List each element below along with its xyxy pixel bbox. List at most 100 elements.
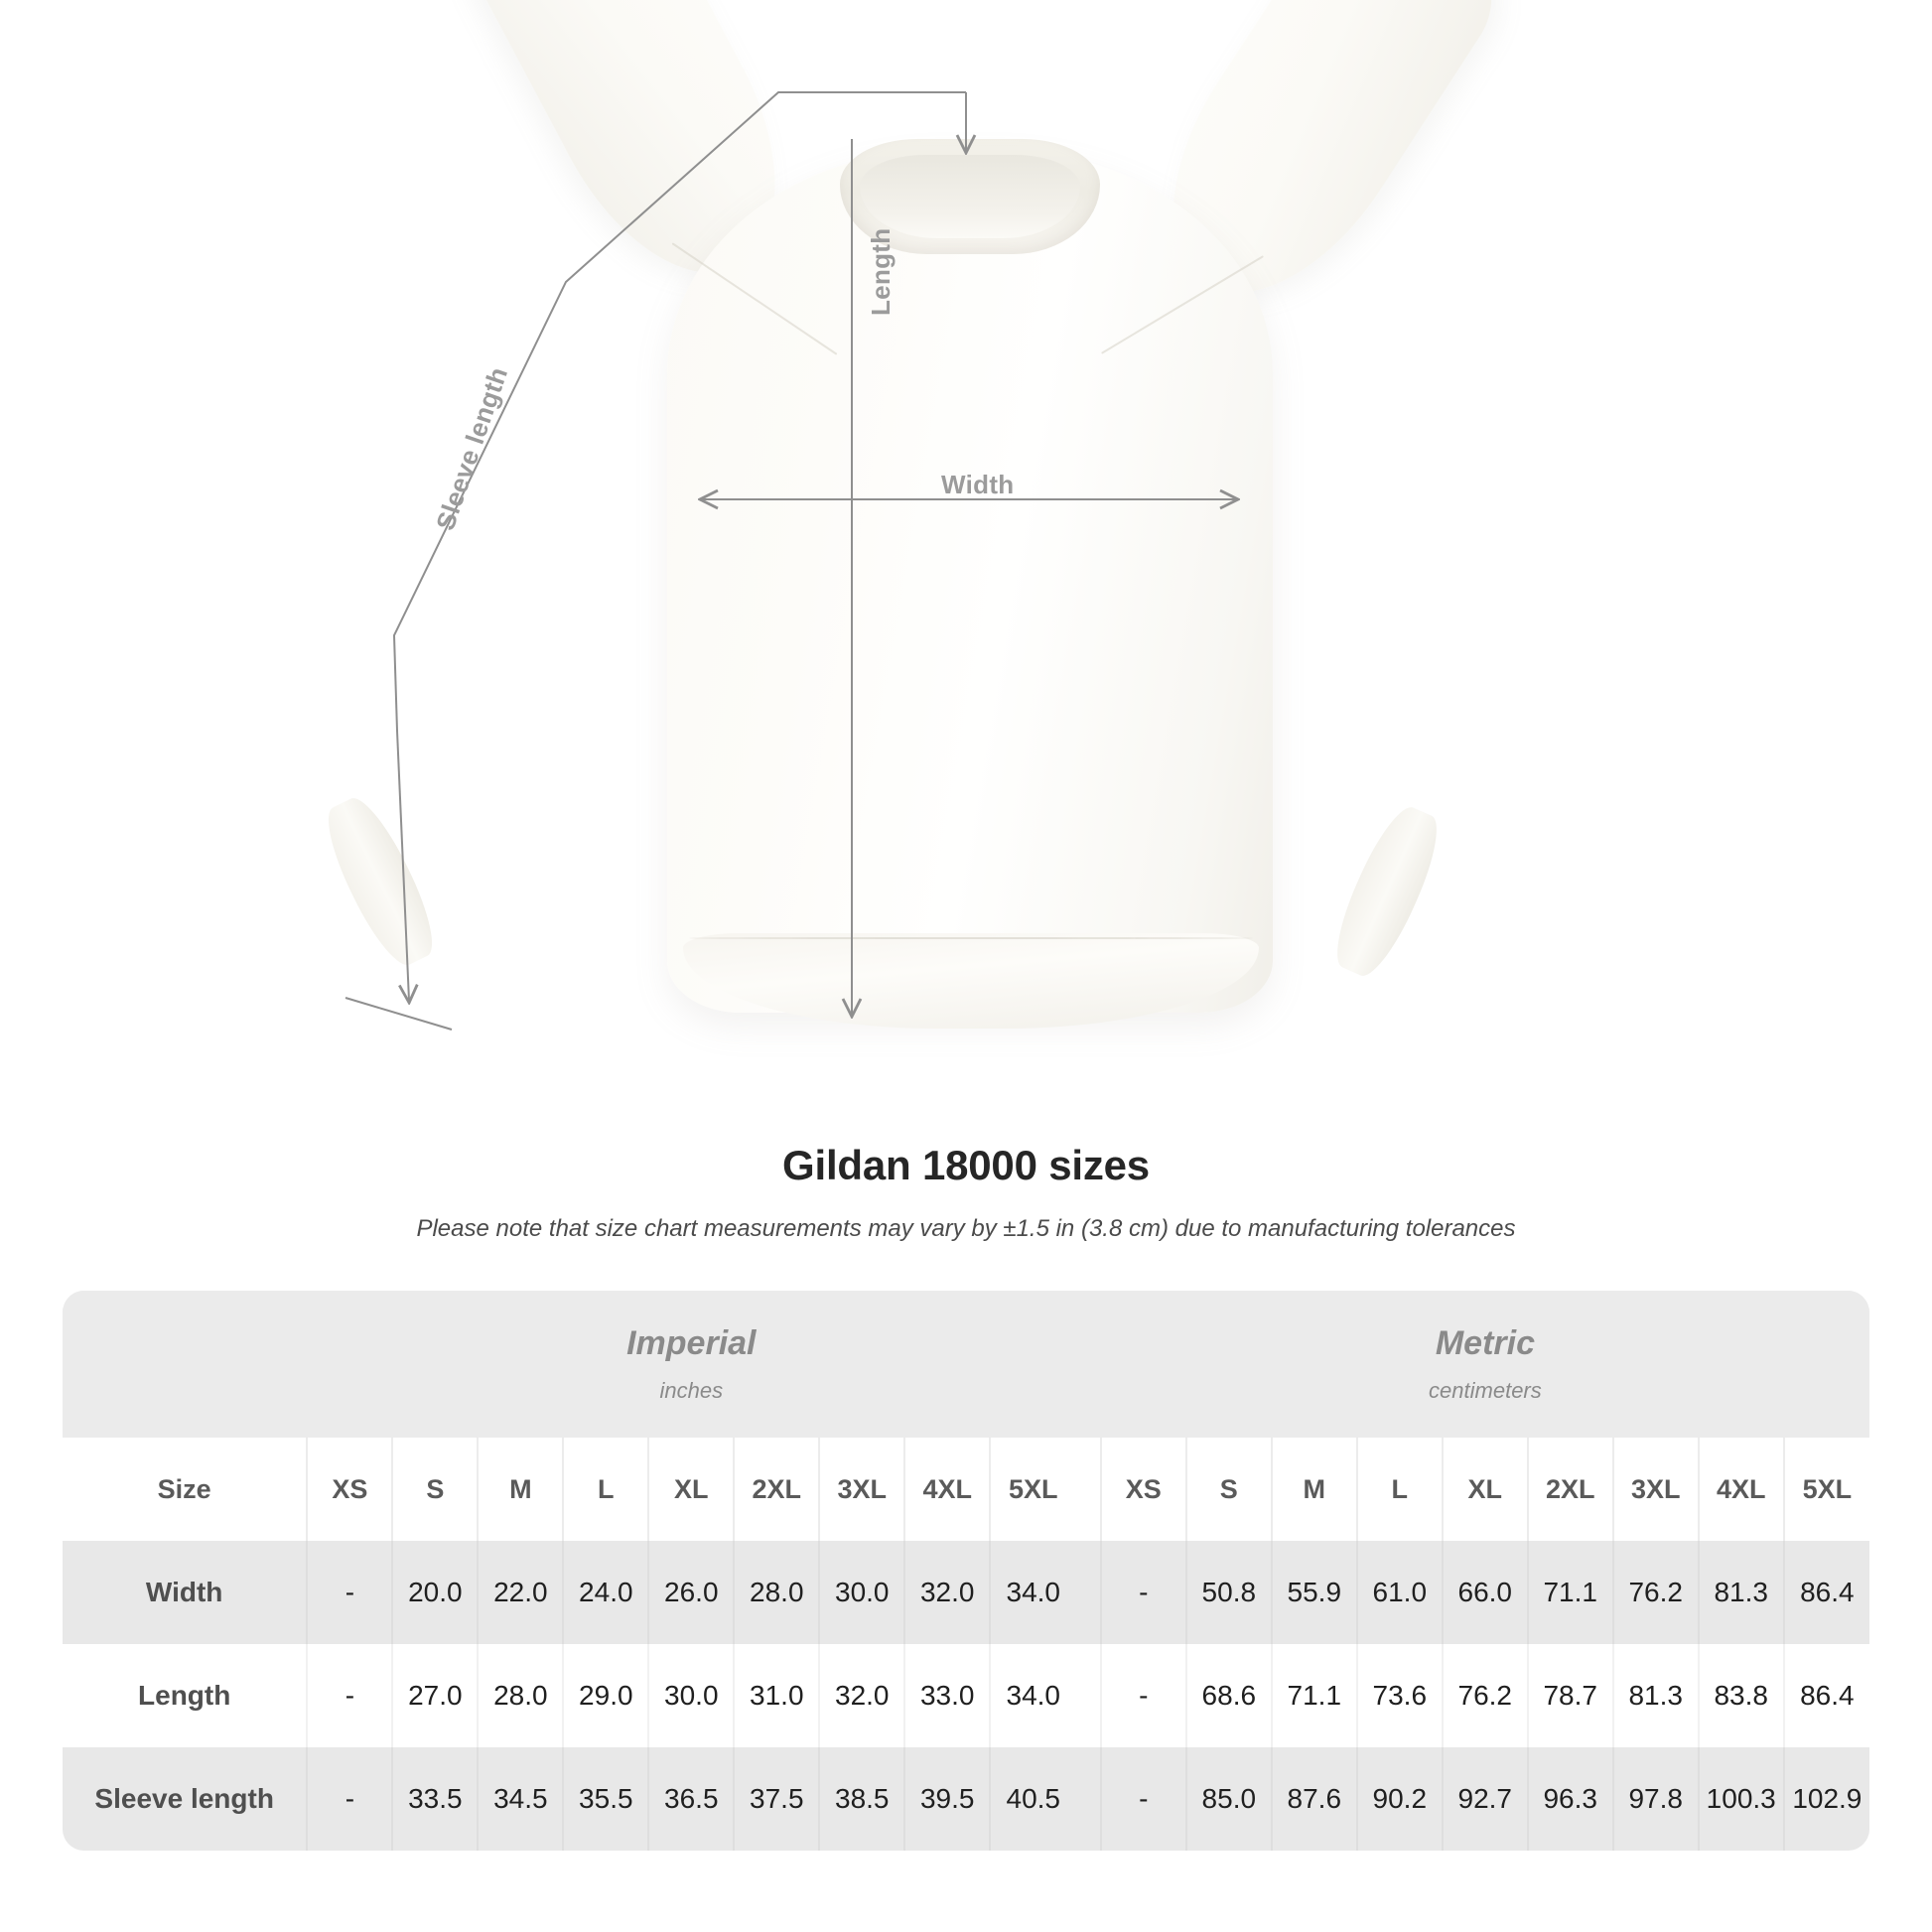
cell-metric-sleeve-length-4xl: 100.3 — [1697, 1747, 1784, 1851]
cell-metric-width-2xl: 71.1 — [1526, 1541, 1613, 1644]
sweatshirt-illustration — [314, 0, 1524, 1029]
garment-body — [667, 149, 1273, 1013]
size-chart-table: Imperial inches Metric centimeters Size XS S M L… — [63, 1291, 1869, 1851]
length-label: Length — [866, 227, 896, 316]
cell-imperial-length-s: 27.0 — [391, 1644, 479, 1747]
size-header-metric-l: L — [1355, 1438, 1443, 1541]
cell-imperial-length-3xl: 32.0 — [818, 1644, 905, 1747]
size-header-metric-4xl: 4XL — [1697, 1438, 1784, 1541]
unit-row-spacer — [63, 1291, 308, 1438]
table-row: Width -20.0 22.0 24.0 26.0 28.0 30.0 32.0 34.0-5… — [63, 1541, 1869, 1644]
cell-imperial-sleeve-length-l: 35.5 — [562, 1747, 649, 1851]
size-header-imperial-m: M — [477, 1438, 564, 1541]
size-header-imperial-4xl: 4XL — [903, 1438, 991, 1541]
unit-system-header-metric: Metric centimeters — [1100, 1291, 1869, 1438]
data-row-gap — [1075, 1541, 1101, 1644]
data-row-gap — [1075, 1644, 1101, 1747]
unit-system-unit: inches — [659, 1377, 724, 1403]
size-header-metric-2xl: 2XL — [1526, 1438, 1613, 1541]
size-header-metric-s: S — [1184, 1438, 1272, 1541]
tolerance-note: Please note that size chart measurements… — [416, 1215, 1516, 1242]
cuff-left — [314, 789, 447, 974]
cell-metric-width-l: 61.0 — [1355, 1541, 1443, 1644]
cell-metric-width-xl: 66.0 — [1441, 1541, 1528, 1644]
size-header-imperial-xs: XS — [306, 1438, 393, 1541]
cell-imperial-width-4xl: 32.0 — [903, 1541, 991, 1644]
cell-metric-sleeve-length-xs: - — [1099, 1747, 1186, 1851]
cell-imperial-width-5xl: 34.0 — [989, 1541, 1076, 1644]
size-header-imperial-xl: XL — [647, 1438, 735, 1541]
cell-imperial-length-xs: - — [306, 1644, 393, 1747]
size-column-header: Size — [63, 1438, 308, 1541]
size-header-imperial-l: L — [562, 1438, 649, 1541]
header-row-gap — [1075, 1438, 1101, 1541]
cell-metric-sleeve-length-m: 87.6 — [1270, 1747, 1357, 1851]
cell-imperial-sleeve-length-xl: 36.5 — [647, 1747, 735, 1851]
cell-metric-width-3xl: 76.2 — [1611, 1541, 1699, 1644]
cell-metric-length-s: 68.6 — [1184, 1644, 1272, 1747]
cell-imperial-length-m: 28.0 — [477, 1644, 564, 1747]
row-label-length: Length — [63, 1644, 308, 1747]
cell-metric-length-xs: - — [1099, 1644, 1186, 1747]
cell-imperial-width-2xl: 28.0 — [733, 1541, 820, 1644]
cell-imperial-sleeve-length-xs: - — [306, 1747, 393, 1851]
cell-metric-sleeve-length-s: 85.0 — [1184, 1747, 1272, 1851]
cell-imperial-length-4xl: 33.0 — [903, 1644, 991, 1747]
cell-imperial-width-3xl: 30.0 — [818, 1541, 905, 1644]
cell-metric-width-m: 55.9 — [1270, 1541, 1357, 1644]
cell-metric-length-5xl: 86.4 — [1782, 1644, 1869, 1747]
cell-metric-length-4xl: 83.8 — [1697, 1644, 1784, 1747]
cuff-right — [1322, 798, 1451, 985]
cell-imperial-length-5xl: 34.0 — [989, 1644, 1076, 1747]
cell-imperial-sleeve-length-3xl: 38.5 — [818, 1747, 905, 1851]
collar-inner — [860, 155, 1080, 238]
data-row-gap — [1075, 1747, 1101, 1851]
cell-metric-sleeve-length-3xl: 97.8 — [1611, 1747, 1699, 1851]
cell-imperial-sleeve-length-2xl: 37.5 — [733, 1747, 820, 1851]
cell-metric-width-5xl: 86.4 — [1782, 1541, 1869, 1644]
size-header-imperial-5xl: 5XL — [989, 1438, 1076, 1541]
cell-metric-width-4xl: 81.3 — [1697, 1541, 1784, 1644]
unit-system-name: Metric — [1435, 1324, 1535, 1363]
cell-imperial-sleeve-length-4xl: 39.5 — [903, 1747, 991, 1851]
size-header-metric-3xl: 3XL — [1611, 1438, 1699, 1541]
cell-metric-width-xs: - — [1099, 1541, 1186, 1644]
cell-metric-sleeve-length-l: 90.2 — [1355, 1747, 1443, 1851]
unit-system-name: Imperial — [626, 1324, 757, 1363]
cell-metric-length-3xl: 81.3 — [1611, 1644, 1699, 1747]
size-header-metric-m: M — [1270, 1438, 1357, 1541]
cell-metric-sleeve-length-2xl: 96.3 — [1526, 1747, 1613, 1851]
cell-metric-sleeve-length-xl: 92.7 — [1441, 1747, 1528, 1851]
cell-imperial-length-l: 29.0 — [562, 1644, 649, 1747]
page-title: Gildan 18000 sizes — [782, 1142, 1150, 1188]
table-row: Length -27.0 28.0 29.0 30.0 31.0 32.0 33.0 34.0-… — [63, 1644, 1869, 1747]
cell-metric-length-2xl: 78.7 — [1526, 1644, 1613, 1747]
cell-imperial-sleeve-length-5xl: 40.5 — [989, 1747, 1076, 1851]
cell-imperial-length-xl: 30.0 — [647, 1644, 735, 1747]
size-header-imperial-3xl: 3XL — [818, 1438, 905, 1541]
cell-metric-sleeve-length-5xl: 102.9 — [1782, 1747, 1869, 1851]
cell-imperial-sleeve-length-m: 34.5 — [477, 1747, 564, 1851]
cell-imperial-width-xl: 26.0 — [647, 1541, 735, 1644]
cell-metric-length-m: 71.1 — [1270, 1644, 1357, 1747]
caption-block: Gildan 18000 sizes Please note that size… — [0, 1132, 1932, 1243]
garment-hem — [683, 933, 1259, 1029]
row-label-sleeve-length: Sleeve length — [63, 1747, 308, 1851]
cell-imperial-width-s: 20.0 — [391, 1541, 479, 1644]
row-label-width: Width — [63, 1541, 308, 1644]
size-header-imperial-2xl: 2XL — [733, 1438, 820, 1541]
table-row: Sleeve length -33.5 34.5 35.5 36.5 37.5 38.5 39… — [63, 1747, 1869, 1851]
cell-imperial-sleeve-length-s: 33.5 — [391, 1747, 479, 1851]
size-header-metric-xs: XS — [1099, 1438, 1186, 1541]
width-label: Width — [941, 470, 1015, 499]
unit-row-gap — [1075, 1291, 1101, 1438]
cell-imperial-length-2xl: 31.0 — [733, 1644, 820, 1747]
size-header-metric-5xl: 5XL — [1782, 1438, 1869, 1541]
unit-system-unit: centimeters — [1429, 1377, 1542, 1403]
cell-metric-width-s: 50.8 — [1184, 1541, 1272, 1644]
cell-imperial-width-l: 24.0 — [562, 1541, 649, 1644]
unit-system-row: Imperial inches Metric centimeters — [63, 1291, 1869, 1438]
cell-imperial-width-m: 22.0 — [477, 1541, 564, 1644]
cell-imperial-width-xs: - — [306, 1541, 393, 1644]
cell-metric-length-l: 73.6 — [1355, 1644, 1443, 1747]
